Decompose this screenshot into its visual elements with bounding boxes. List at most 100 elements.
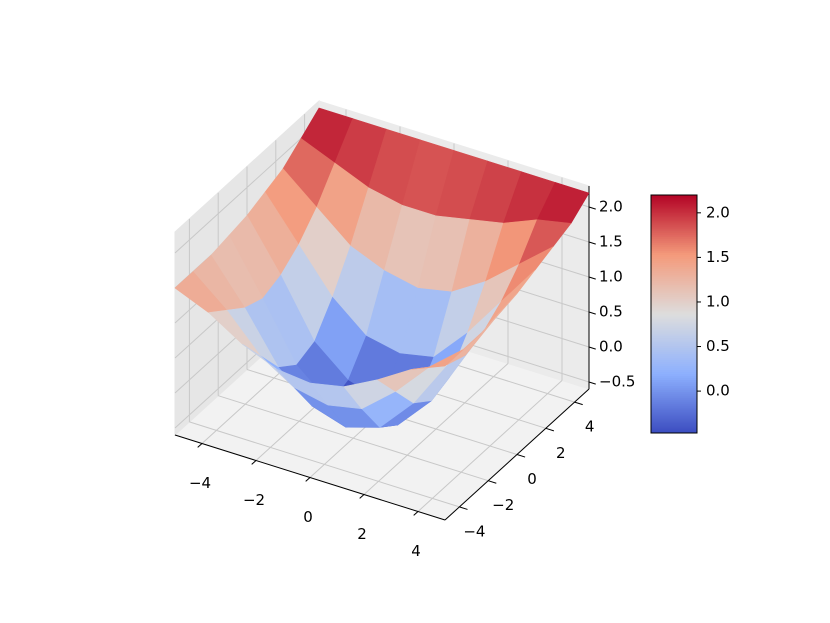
colorbar-segment — [651, 234, 697, 238]
colorbar-tick-label: 0.5 — [706, 337, 730, 355]
z-tick-label: 1.0 — [599, 268, 623, 286]
colorbar-segment — [651, 335, 697, 339]
colorbar-segment — [651, 270, 697, 273]
x-tick-label: 4 — [411, 542, 421, 560]
colorbar-segment — [651, 278, 697, 281]
colorbar-segment — [651, 417, 697, 420]
colorbar-segment — [651, 397, 697, 400]
colorbar-segment — [651, 401, 697, 404]
colorbar-segment — [651, 333, 697, 337]
z-tick-label: 0.0 — [599, 338, 623, 356]
colorbar-segment — [651, 232, 697, 236]
colorbar-segment — [651, 210, 697, 214]
colorbar-segment — [651, 312, 697, 315]
colorbar-segment — [651, 248, 697, 252]
z-tick-label: 0.5 — [599, 303, 623, 321]
colorbar-segment — [651, 361, 697, 365]
y-axis-line — [444, 388, 590, 521]
colorbar-segment — [651, 200, 697, 204]
x-tick — [251, 460, 257, 465]
colorbar-segment — [651, 252, 697, 255]
colorbar-segment — [651, 393, 697, 396]
colorbar-segment — [651, 262, 697, 265]
colorbar-segment — [651, 314, 697, 317]
colorbar-segment — [651, 345, 697, 349]
colorbar-segment — [651, 208, 697, 212]
colorbar-segment — [651, 218, 697, 222]
colorbar-segment — [651, 405, 697, 408]
colorbar-segment — [651, 371, 697, 374]
colorbar-segment — [651, 407, 697, 410]
y-tick-label: 2 — [556, 444, 566, 462]
colorbar-segment — [651, 282, 697, 285]
x-tick — [413, 511, 419, 516]
colorbar-segment — [651, 377, 697, 380]
colorbar-segment — [651, 298, 697, 301]
colorbar-segment — [651, 413, 697, 416]
colorbar-segment — [651, 339, 697, 343]
colorbar-segment — [651, 385, 697, 388]
colorbar-segment — [651, 266, 697, 269]
colorbar-segment — [651, 431, 697, 434]
colorbar-segment — [651, 337, 697, 341]
colorbar-segment — [651, 246, 697, 250]
colorbar-segment — [651, 347, 697, 351]
grid-line — [189, 421, 460, 508]
colorbar-segment — [651, 369, 697, 373]
colorbar-segment — [651, 381, 697, 384]
colorbar-segment — [651, 389, 697, 392]
colorbar-segment — [651, 228, 697, 232]
colorbar-segment — [651, 403, 697, 406]
colorbar-tick-label: 0.0 — [706, 382, 730, 400]
colorbar-tick-label: 2.0 — [706, 203, 730, 221]
colorbar-segment — [651, 198, 697, 202]
colorbar-segment — [651, 329, 697, 333]
colorbar-segment — [651, 274, 697, 277]
colorbar-segment — [651, 264, 697, 267]
z-tick-label: −0.5 — [599, 373, 635, 391]
colorbar-segment — [651, 238, 697, 242]
colorbar-segment — [651, 331, 697, 335]
colorbar-segment — [651, 379, 697, 382]
colorbar-segment — [651, 294, 697, 297]
colorbar-frame — [650, 194, 698, 434]
colorbar-segment — [651, 427, 697, 430]
colorbar-segment — [651, 375, 697, 378]
colorbar-segment — [651, 359, 697, 363]
colorbar-segment — [651, 268, 697, 271]
colorbar-segment — [651, 341, 697, 345]
colorbar-segment — [651, 310, 697, 313]
x-tick-label: −2 — [243, 491, 265, 509]
z-tick — [588, 311, 596, 315]
colorbar-segment — [651, 373, 697, 376]
colorbar-segment — [651, 196, 697, 200]
colorbar-segment — [651, 365, 697, 369]
colorbar-segment — [651, 204, 697, 208]
y-tick — [488, 480, 497, 484]
colorbar-segment — [651, 323, 697, 327]
colorbar-segment — [651, 284, 697, 287]
colorbar-segment — [651, 367, 697, 371]
colorbar-segment — [651, 286, 697, 289]
colorbar-segment — [651, 409, 697, 412]
colorbar-segment — [651, 355, 697, 359]
y-tick-label: −2 — [492, 496, 514, 514]
colorbar-segment — [651, 363, 697, 367]
z-tick-label: 1.5 — [599, 233, 623, 251]
colorbar-segment — [651, 357, 697, 361]
x-tick-label: 2 — [357, 525, 367, 543]
colorbar-segment — [651, 423, 697, 426]
colorbar-segment — [651, 222, 697, 226]
colorbar-segment — [651, 254, 697, 257]
colorbar-segment — [651, 272, 697, 275]
colorbar-segment — [651, 419, 697, 422]
colorbar-segment — [651, 288, 697, 291]
colorbar-tick-label: 1.0 — [706, 292, 730, 310]
z-tick-label: 2.0 — [599, 198, 623, 216]
colorbar-segment — [651, 308, 697, 311]
z-tick — [588, 276, 596, 280]
colorbar-segment — [651, 317, 697, 321]
colorbar-segment — [651, 304, 697, 307]
colorbar-segment — [651, 244, 697, 248]
colorbar-segment — [651, 214, 697, 218]
